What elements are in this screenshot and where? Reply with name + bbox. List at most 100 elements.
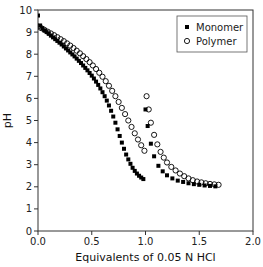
point bbox=[213, 184, 217, 188]
point bbox=[197, 183, 201, 187]
y-tick-label: 1 bbox=[26, 203, 32, 214]
y-tick bbox=[34, 142, 38, 143]
y-tick bbox=[34, 186, 38, 187]
y-tick-label: 9 bbox=[26, 27, 32, 38]
point bbox=[103, 79, 108, 84]
chart: 0.0 0.5 1.0 1.5 2.0 0 1 2 3 4 5 6 7 8 9 10 Equivalents o… bbox=[0, 0, 263, 267]
x-tick-label: 0.5 bbox=[84, 236, 100, 247]
point bbox=[129, 124, 134, 129]
point bbox=[106, 83, 111, 88]
point bbox=[126, 118, 131, 123]
y-tick-label: 0 bbox=[26, 226, 32, 237]
x-tick-label: 0.0 bbox=[30, 236, 46, 247]
x-axis-label: Equivalents of 0.05 N HCl bbox=[75, 251, 215, 264]
legend-box bbox=[177, 16, 247, 52]
point bbox=[107, 103, 111, 107]
x-tick-label: 1.0 bbox=[138, 236, 154, 247]
point bbox=[161, 155, 166, 160]
point bbox=[165, 173, 169, 177]
point bbox=[144, 107, 148, 111]
point bbox=[119, 105, 124, 110]
point bbox=[203, 183, 207, 187]
y-tick-label: 5 bbox=[26, 115, 32, 126]
x-tick bbox=[91, 231, 92, 235]
point bbox=[116, 127, 120, 131]
point bbox=[110, 88, 115, 93]
x-tick bbox=[38, 231, 39, 235]
point bbox=[122, 111, 127, 116]
point bbox=[139, 143, 144, 148]
legend: Monomer Polymer bbox=[177, 16, 247, 52]
plot-frame bbox=[38, 10, 253, 231]
point bbox=[149, 142, 153, 146]
point bbox=[126, 157, 130, 161]
point bbox=[101, 90, 105, 94]
point bbox=[128, 162, 132, 166]
y-tick bbox=[34, 54, 38, 55]
point bbox=[146, 124, 150, 128]
y-tick bbox=[34, 231, 38, 232]
y-tick bbox=[34, 164, 38, 165]
point bbox=[158, 149, 163, 154]
y-tick-label: 6 bbox=[26, 93, 32, 104]
y-tick-label: 7 bbox=[26, 71, 32, 82]
y-axis-label: pH bbox=[1, 113, 14, 128]
y-tick-label: 8 bbox=[26, 49, 32, 60]
point bbox=[144, 94, 149, 99]
y-tick-label: 3 bbox=[26, 159, 32, 170]
point bbox=[161, 169, 165, 173]
y-tick bbox=[34, 32, 38, 33]
x-tick-label: 2.0 bbox=[245, 236, 261, 247]
legend-marker bbox=[185, 25, 189, 29]
x-tick bbox=[145, 231, 146, 235]
point bbox=[124, 153, 128, 157]
point bbox=[81, 54, 86, 59]
x-tick bbox=[253, 231, 254, 235]
point bbox=[164, 160, 169, 165]
point bbox=[98, 86, 102, 90]
point bbox=[135, 137, 140, 142]
point bbox=[109, 109, 113, 113]
point bbox=[118, 134, 122, 138]
point bbox=[155, 142, 160, 147]
point bbox=[87, 60, 92, 65]
point bbox=[141, 177, 145, 181]
legend-marker bbox=[184, 38, 189, 43]
y-tick bbox=[34, 98, 38, 99]
point bbox=[38, 14, 40, 18]
point bbox=[176, 179, 180, 183]
legend-label: Monomer bbox=[196, 22, 244, 33]
y-tick bbox=[34, 208, 38, 209]
y-tick bbox=[34, 120, 38, 121]
point bbox=[192, 182, 196, 186]
point bbox=[120, 141, 124, 145]
point bbox=[113, 121, 117, 125]
point bbox=[96, 83, 100, 87]
x-tick bbox=[199, 231, 200, 235]
y-tick bbox=[34, 10, 38, 11]
point bbox=[111, 115, 115, 119]
point bbox=[156, 164, 160, 168]
point bbox=[122, 147, 126, 151]
point bbox=[181, 180, 185, 184]
x-tick-label: 1.5 bbox=[191, 236, 207, 247]
point bbox=[208, 184, 212, 188]
point bbox=[84, 56, 89, 61]
point bbox=[116, 99, 121, 104]
point bbox=[113, 94, 118, 99]
point bbox=[77, 51, 82, 56]
point bbox=[152, 132, 157, 137]
point bbox=[103, 94, 107, 98]
point bbox=[142, 148, 147, 153]
x-axis: 0.0 0.5 1.0 1.5 2.0 bbox=[30, 231, 261, 247]
point bbox=[170, 176, 174, 180]
point bbox=[132, 131, 137, 136]
y-tick-label: 4 bbox=[26, 137, 32, 148]
point bbox=[152, 154, 156, 158]
y-axis: 0 1 2 3 4 5 6 7 8 9 10 bbox=[19, 5, 38, 237]
y-tick-label: 10 bbox=[19, 5, 32, 16]
legend-label: Polymer bbox=[196, 36, 237, 47]
point bbox=[105, 99, 109, 103]
point bbox=[187, 181, 191, 185]
y-tick-label: 2 bbox=[26, 181, 32, 192]
